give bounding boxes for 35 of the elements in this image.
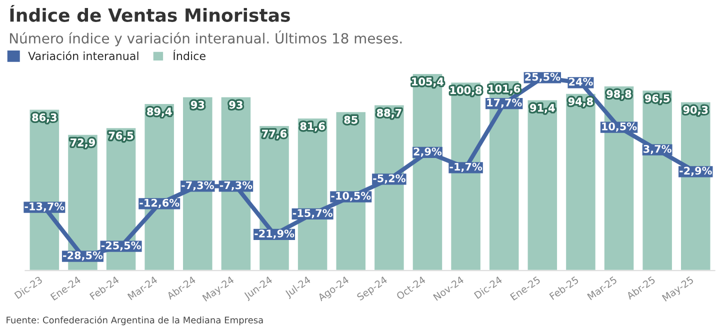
chart-subtitle: Número índice y variación interanual. Últimos 18 meses. [10, 30, 402, 46]
data-label: -21,9% [254, 230, 294, 239]
data-label: 77,6 [262, 130, 287, 139]
legend-label: Variación interanual [28, 51, 138, 60]
bar [641, 89, 674, 271]
bar [411, 72, 444, 271]
data-label: 88,7 [376, 108, 402, 118]
data-label: 93 [229, 100, 242, 109]
data-label: 17,7% [487, 98, 522, 108]
chart-title: Índice de Ventas Minoristas [10, 4, 290, 22]
data-label: 96,5 [645, 94, 670, 104]
data-label: 25,5% [525, 72, 560, 82]
data-label: 90,3 [683, 106, 708, 116]
source-note: Fuente: Confederación Argentina de la Mediana Empresa [6, 316, 263, 326]
data-label: 86,3 [32, 113, 56, 123]
data-label: -13,7% [24, 202, 64, 212]
bar [564, 92, 597, 271]
data-label: 10,5% [602, 122, 637, 132]
bar [182, 96, 214, 271]
legend-label: Índice [174, 50, 206, 60]
data-label: -25,5% [101, 241, 141, 251]
data-label: -15,7% [292, 209, 332, 218]
data-label: 89,4 [147, 108, 172, 117]
data-label: 93 [190, 100, 204, 109]
data-label: 94,8 [568, 98, 593, 107]
data-label: 98,8 [606, 90, 632, 100]
data-label: -12,6% [140, 198, 180, 208]
data-label: -28,5% [63, 251, 103, 261]
data-label: 72,9 [70, 138, 95, 148]
data-label: 76,5 [108, 132, 134, 141]
data-label: -10,5% [331, 192, 371, 202]
data-label: 85 [344, 116, 358, 124]
bar [526, 98, 558, 271]
data-label: 91,4 [530, 104, 555, 114]
data-label: 81,6 [300, 122, 325, 132]
